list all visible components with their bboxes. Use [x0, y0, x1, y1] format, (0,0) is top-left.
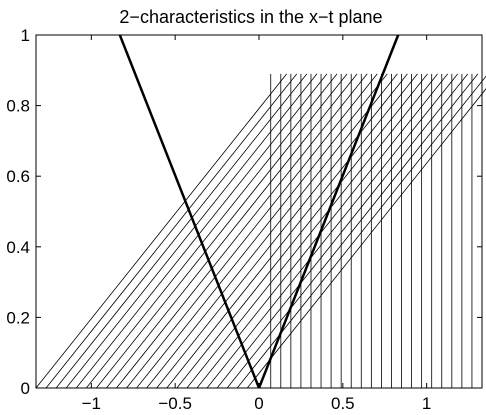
slanted-characteristic-line [96, 73, 348, 389]
y-tick-label: 0.2 [6, 308, 30, 327]
slanted-characteristic-line [75, 73, 328, 389]
y-tick-label: 0.8 [6, 97, 30, 116]
slanted-characteristic-line [106, 73, 358, 389]
slanted-characteristic-line [226, 73, 479, 389]
boundary-lines [118, 34, 400, 389]
slanted-characteristic-line [116, 73, 368, 389]
slanted-characteristic-line [246, 88, 486, 389]
y-axis: 0 0.2 0.4 0.6 0.8 1 [6, 26, 482, 398]
slanted-characteristic-line [216, 73, 469, 389]
slanted-characteristic-line [176, 73, 428, 389]
y-tick-label: 0 [21, 379, 30, 398]
slanted-characteristic-line [146, 73, 398, 389]
left-boundary-line [118, 34, 261, 389]
x-axis: −1 −0.5 0 0.5 1 [82, 35, 431, 413]
chart-title: 2−characteristics in the x−t plane [119, 7, 382, 27]
slanted-characteristic-line [186, 73, 438, 389]
x-tick-label: −1 [82, 394, 101, 413]
slanted-characteristic-line [85, 73, 338, 389]
slanted-characteristic-line [55, 73, 308, 389]
x-tick-label: 0 [254, 394, 263, 413]
slanted-characteristic-line [166, 73, 418, 389]
slanted-characteristic-line [35, 73, 288, 389]
slanted-characteristic-line [156, 73, 408, 389]
x-tick-label: 1 [422, 394, 431, 413]
y-tick-label: 0.4 [6, 238, 30, 257]
x-tick-label: −0.5 [158, 394, 192, 413]
y-tick-label: 1 [21, 26, 30, 45]
x-tick-label: 0.5 [331, 394, 355, 413]
y-tick-label: 0.6 [6, 167, 30, 186]
slanted-characteristic-line [136, 73, 388, 389]
slanted-characteristic-line [65, 73, 318, 389]
plot-area [35, 34, 483, 389]
slanted-characteristic-line [206, 73, 459, 389]
slanted-characteristic-line [45, 73, 298, 389]
right-boundary-line [257, 34, 400, 389]
slanted-characteristic-line [126, 73, 378, 389]
